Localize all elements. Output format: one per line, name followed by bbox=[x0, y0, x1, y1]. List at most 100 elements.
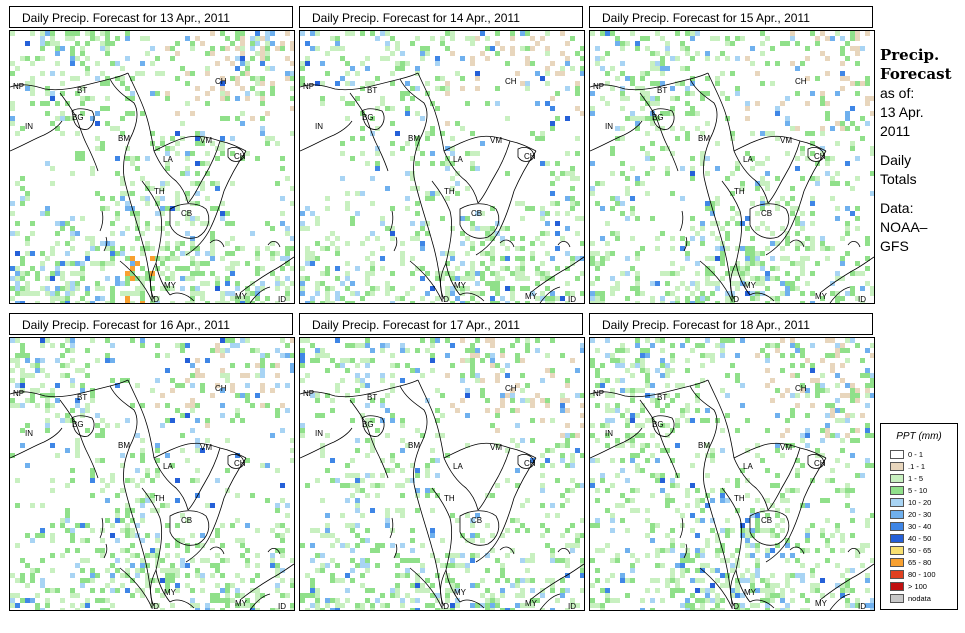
precip-cell bbox=[60, 221, 65, 226]
precip-cell bbox=[20, 271, 25, 276]
precip-cell bbox=[55, 101, 60, 106]
precip-cell bbox=[495, 276, 500, 281]
precip-cell bbox=[325, 528, 330, 533]
precip-cell bbox=[20, 403, 25, 408]
precip-cell bbox=[570, 598, 575, 603]
precip-cell bbox=[430, 368, 435, 373]
precip-cell bbox=[255, 588, 260, 593]
precip-cell bbox=[290, 458, 294, 463]
precip-cell bbox=[770, 81, 775, 86]
precip-cell bbox=[165, 276, 170, 281]
precip-cell bbox=[30, 101, 35, 106]
precip-cell bbox=[460, 231, 465, 236]
precip-cell bbox=[635, 301, 640, 303]
precip-cell bbox=[540, 136, 545, 141]
precip-cell bbox=[60, 271, 65, 276]
precip-cell bbox=[70, 216, 75, 221]
precip-cell bbox=[220, 543, 225, 548]
precip-cell bbox=[450, 403, 455, 408]
precip-cell bbox=[205, 558, 210, 563]
precip-cell bbox=[185, 156, 190, 161]
precip-cell bbox=[435, 271, 440, 276]
precip-cell bbox=[595, 518, 600, 523]
precip-cell bbox=[755, 568, 760, 573]
precip-cell bbox=[10, 296, 15, 301]
precip-cell bbox=[250, 36, 255, 41]
precip-cell bbox=[635, 126, 640, 131]
precip-cell bbox=[670, 261, 675, 266]
precip-cell bbox=[270, 256, 275, 261]
precip-cell bbox=[800, 256, 805, 261]
precip-cell bbox=[720, 276, 725, 281]
precip-cell bbox=[625, 186, 630, 191]
precip-cell bbox=[845, 116, 850, 121]
precip-cell bbox=[695, 588, 700, 593]
precip-cell bbox=[660, 296, 665, 301]
precip-cell bbox=[390, 413, 395, 418]
precip-cell bbox=[85, 363, 90, 368]
precip-cell bbox=[770, 131, 775, 136]
precip-cell bbox=[155, 553, 160, 558]
precip-cell bbox=[480, 393, 485, 398]
precip-cell bbox=[715, 603, 720, 608]
precip-cell bbox=[595, 523, 600, 528]
precip-cell bbox=[685, 603, 690, 608]
precip-cell bbox=[715, 36, 720, 41]
precip-cell bbox=[240, 246, 245, 251]
precip-cell bbox=[715, 141, 720, 146]
precip-cell bbox=[455, 603, 460, 608]
precip-cell bbox=[365, 276, 370, 281]
precip-cell bbox=[275, 348, 280, 353]
precip-cell bbox=[245, 66, 250, 71]
precip-cell bbox=[165, 91, 170, 96]
precip-cell bbox=[105, 246, 110, 251]
precip-cell bbox=[840, 51, 845, 56]
precip-cell bbox=[680, 573, 685, 578]
precip-cell bbox=[665, 271, 670, 276]
precip-cell bbox=[160, 503, 165, 508]
precip-cell bbox=[400, 296, 405, 301]
precip-cell bbox=[490, 286, 495, 291]
precip-cell bbox=[615, 231, 620, 236]
precip-cell bbox=[645, 553, 650, 558]
precip-cell bbox=[575, 533, 580, 538]
precip-cell bbox=[285, 251, 290, 256]
precip-cell bbox=[655, 548, 660, 553]
precip-cell bbox=[145, 573, 150, 578]
precip-cell bbox=[450, 136, 455, 141]
precip-cell bbox=[335, 296, 340, 301]
precip-cell bbox=[175, 111, 180, 116]
precip-cell bbox=[65, 286, 70, 291]
precip-cell bbox=[835, 408, 840, 413]
precip-cell bbox=[185, 343, 190, 348]
precip-cell bbox=[15, 291, 20, 296]
precip-cell bbox=[630, 81, 635, 86]
precip-cell bbox=[280, 578, 285, 583]
panel-title: Daily Precip. Forecast for 17 Apr., 2011 bbox=[299, 313, 583, 335]
precip-cell bbox=[70, 291, 75, 296]
label-vietnam: VM bbox=[490, 443, 502, 452]
precip-cell bbox=[85, 251, 90, 256]
precip-cell bbox=[225, 373, 230, 378]
precip-cell bbox=[370, 291, 375, 296]
precip-cell bbox=[430, 533, 435, 538]
forecast-panel-4: Daily Precip. Forecast for 16 Apr., 2011 bbox=[9, 313, 295, 611]
precip-cell bbox=[70, 116, 75, 121]
precip-cell bbox=[215, 478, 220, 483]
precip-cell bbox=[575, 393, 580, 398]
precip-cell bbox=[855, 176, 860, 181]
precip-cell bbox=[775, 473, 780, 478]
precip-cell bbox=[345, 116, 350, 121]
precip-cell bbox=[305, 206, 310, 211]
precip-cell bbox=[105, 353, 110, 358]
precip-cell bbox=[865, 543, 870, 548]
precip-cell bbox=[520, 266, 525, 271]
precip-cell bbox=[430, 101, 435, 106]
precip-cell bbox=[620, 573, 625, 578]
precip-cell bbox=[385, 343, 390, 348]
precip-cell bbox=[715, 548, 720, 553]
precip-cell bbox=[785, 96, 790, 101]
precip-cell bbox=[525, 558, 530, 563]
precip-cell bbox=[135, 523, 140, 528]
precip-cell bbox=[290, 61, 294, 66]
